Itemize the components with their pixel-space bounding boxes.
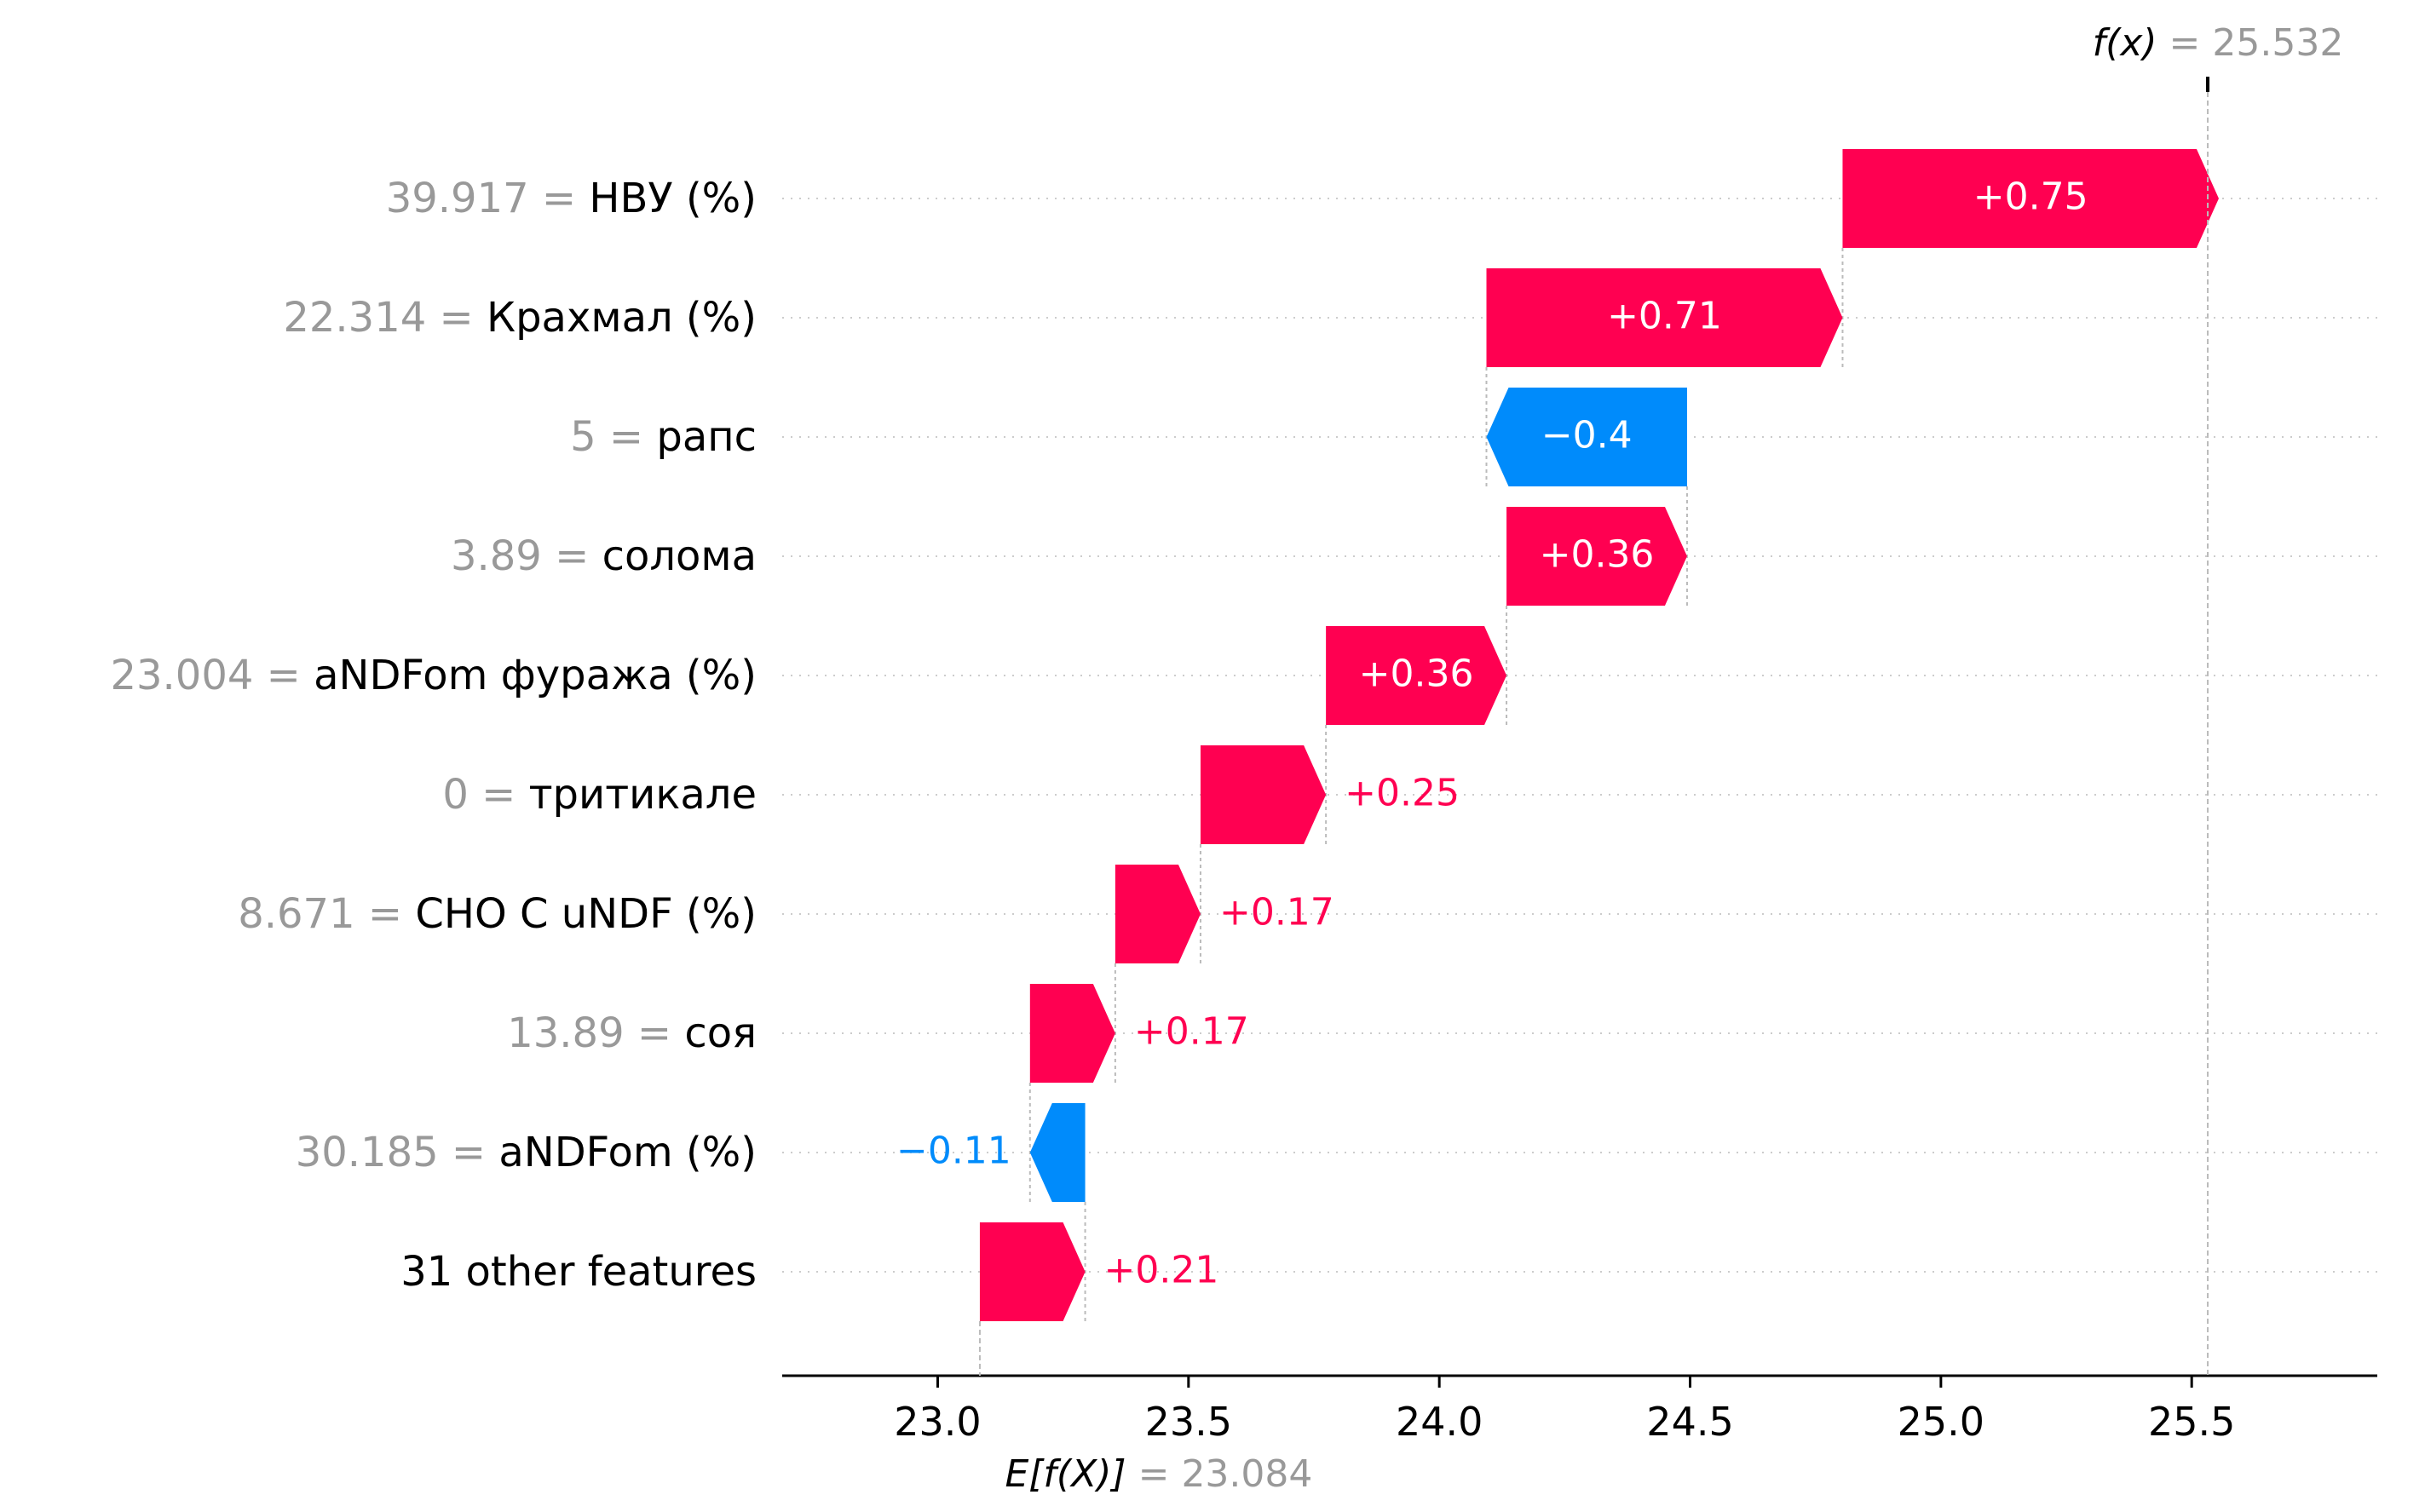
feature-value: 3.89 [451,532,542,580]
feature-value: 39.917 [386,175,529,222]
feature-value: 30.185 [296,1129,439,1176]
contribution-label: +0.36 [1540,533,1655,577]
contribution-label: +0.17 [1134,1010,1249,1054]
ex-equals: = [1138,1452,1182,1496]
feature-label: 31 other features [400,1248,757,1296]
feature-label: 5 = рапс [570,413,757,461]
ex-value: 23.084 [1181,1452,1312,1496]
feature-label: 22.314 = Крахмал (%) [283,294,757,342]
feature-label: 23.004 = aNDFom фуража (%) [110,652,757,699]
contribution-bar [1115,865,1201,963]
feature-equals: = [625,1009,685,1057]
x-tick-label: 24.0 [1396,1399,1483,1445]
contribution-label: −0.4 [1541,414,1633,457]
x-tick-label: 24.5 [1646,1399,1733,1445]
contribution-label: −0.11 [896,1130,1011,1173]
contribution-bar [1842,149,2219,248]
feature-name: тритикале [529,771,757,819]
x-tick-label: 23.0 [894,1399,981,1445]
x-tick-label: 25.5 [2148,1399,2235,1445]
contribution-label: +0.21 [1104,1249,1219,1292]
feature-value: 8.671 [238,890,354,938]
feature-equals: = [529,175,590,222]
feature-equals: = [426,294,487,342]
contribution-bar [1486,388,1687,486]
feature-value: 13.89 [507,1009,624,1057]
feature-equals: = [439,1129,499,1176]
feature-name: НВУ (%) [589,175,757,222]
feature-label: 8.671 = CHO C uNDF (%) [238,890,757,938]
feature-label: 30.185 = aNDFom (%) [296,1129,757,1176]
feature-label: 13.89 = соя [507,1009,757,1057]
contribution-bar [1200,745,1327,844]
fx-equals: = [2169,21,2213,65]
feature-name: aNDFom фуража (%) [314,652,757,699]
x-axis: 23.0 23.5 24.0 24.5 25.0 25.5 [782,1374,2377,1445]
feature-equals: = [469,771,529,819]
contribution-bar [1029,984,1115,1083]
feature-equals: = [253,652,314,699]
final-value-marker: f(x) = 25.532 [2093,21,2344,1376]
feature-name: 31 other features [400,1248,757,1296]
fx-label: f(x) [2093,21,2157,65]
x-tick-label: 25.0 [1898,1399,1984,1445]
feature-value: 23.004 [110,652,253,699]
feature-name: Крахмал (%) [487,294,757,342]
contribution-label: +0.71 [1607,295,1722,338]
contribution-label: +0.75 [1973,175,2088,219]
contribution-bar [1326,626,1507,725]
contribution-bars [979,149,2219,1321]
feature-equals: = [542,532,602,580]
contribution-label: +0.25 [1345,772,1460,815]
contribution-bar [979,1222,1086,1321]
ex-label: E[f(X)] [1005,1452,1126,1496]
feature-label: 3.89 = солома [451,532,757,580]
final-value-label: f(x) = 25.532 [2093,21,2344,65]
contribution-bar [1029,1103,1086,1202]
x-tick-label: 23.5 [1145,1399,1232,1445]
contribution-label: +0.36 [1359,653,1474,696]
feature-value: 0 [442,771,469,819]
base-value-label: E[f(X)] = 23.084 [1005,1452,1312,1496]
feature-value: 22.314 [283,294,426,342]
feature-label: 0 = тритикале [442,771,757,819]
feature-name: рапс [656,413,757,461]
contribution-bar [1486,268,1843,367]
feature-equals: = [355,890,416,938]
feature-name: aNDFom (%) [498,1129,757,1176]
feature-value: 5 [570,413,596,461]
base-value-marker: E[f(X)] = 23.084 [978,1321,1312,1496]
contribution-labels: +0.75 +0.71 −0.4 +0.36 +0.36 +0.25 +0.17 +0.17 −… [896,175,2088,1292]
feature-name: CHO C uNDF (%) [415,890,757,938]
feature-name: солома [602,532,757,580]
contribution-label: +0.17 [1219,891,1334,934]
feature-labels: 39.917 = НВУ (%) 22.314 = Крахмал (%) 5 = … [110,175,757,1296]
feature-name: соя [684,1009,757,1057]
feature-equals: = [596,413,657,461]
feature-label: 39.917 = НВУ (%) [386,175,757,222]
fx-value: 25.532 [2212,21,2343,65]
contribution-bar [1506,507,1687,606]
